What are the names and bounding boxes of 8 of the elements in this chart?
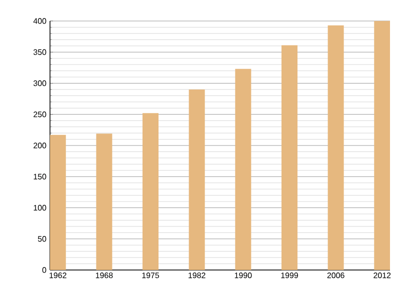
bar [374, 20, 390, 270]
bar [142, 113, 159, 270]
bar [96, 134, 112, 270]
bar [235, 68, 252, 270]
bar [50, 134, 66, 270]
bar [188, 89, 205, 270]
bar [328, 25, 344, 270]
bar [281, 45, 298, 270]
